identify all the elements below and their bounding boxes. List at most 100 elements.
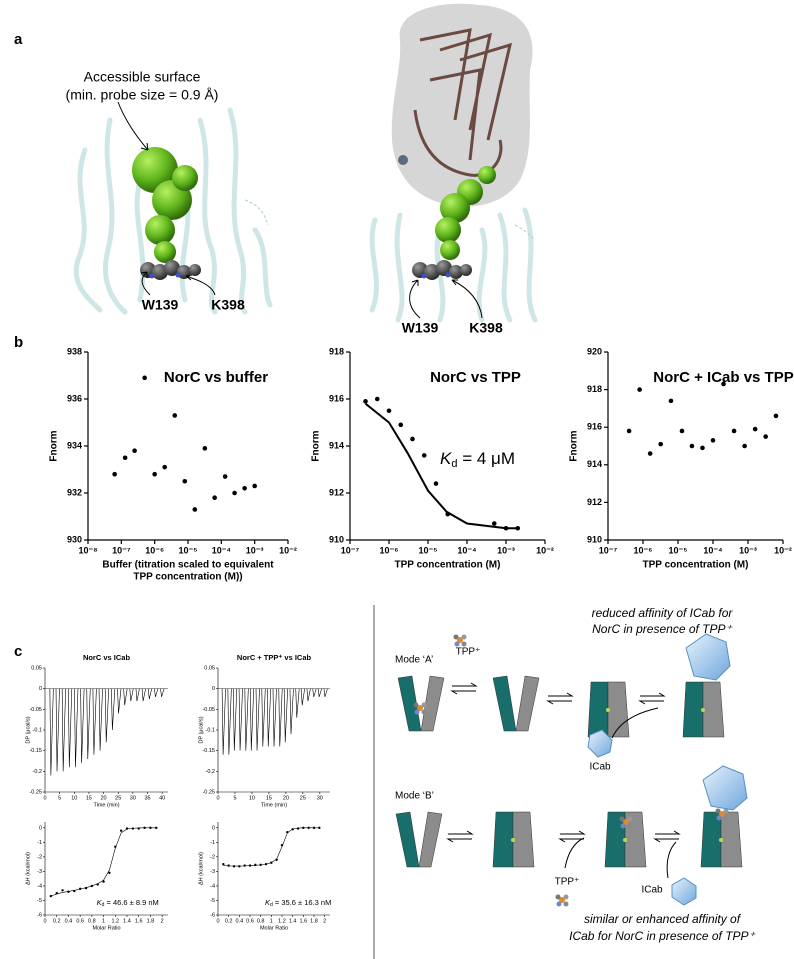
injection-peak — [249, 688, 255, 751]
annotation-subscript: d — [451, 458, 457, 470]
data-point — [243, 864, 246, 867]
mode-note: reduced affinity of ICab for — [592, 606, 734, 620]
chart-title: NorC + TPP⁺ vs ICab — [237, 653, 312, 662]
x-tick-label: 10⁻⁸ — [78, 545, 97, 555]
data-point — [122, 455, 128, 461]
injection-peak — [141, 688, 146, 702]
residue-label: K398 — [211, 297, 245, 313]
data-point — [386, 408, 392, 414]
y-tick-label: 0 — [39, 825, 42, 831]
y-tick-label: -2 — [210, 854, 215, 860]
data-point — [78, 887, 82, 891]
data-point — [232, 865, 236, 868]
injection-peak — [238, 688, 243, 751]
annotation-symbol: K — [97, 898, 103, 907]
x-tick-label: 10⁻⁶ — [634, 545, 653, 555]
data-point — [291, 828, 294, 831]
y-tick-label: -0.15 — [29, 748, 42, 754]
data-point — [67, 890, 70, 893]
data-point — [182, 478, 188, 484]
x-tick-label: 1.6 — [300, 918, 308, 924]
injection-peak — [104, 688, 110, 743]
data-point — [374, 396, 380, 402]
data-point — [248, 864, 252, 867]
y-axis-label: ΔH (kcal/mol) — [25, 852, 31, 885]
x-tick-label: 0 — [216, 918, 219, 924]
data-point — [73, 889, 76, 893]
mode-note: ICab for NorC in presence of TPP⁺ — [569, 929, 756, 943]
x-tick-label: 1 — [270, 918, 273, 924]
x-tick-label: 10⁻⁵ — [179, 545, 198, 555]
residue-label: W139 — [402, 320, 439, 336]
y-tick-label: -0.25 — [202, 789, 215, 795]
chart-title: NorC vs TPP — [430, 369, 521, 386]
y-tick-label: -0.1 — [206, 727, 215, 733]
x-tick-label: 30 — [130, 795, 136, 801]
pointer-arrow — [451, 279, 483, 319]
transporter — [682, 681, 725, 738]
data-point — [312, 826, 316, 830]
x-axis-label: Buffer (titration scaled to equivalent — [102, 560, 274, 571]
y-tick-label: 914 — [587, 459, 602, 469]
data-point — [61, 889, 64, 892]
x-tick-label: 10⁻³ — [246, 545, 264, 555]
data-point — [668, 398, 674, 404]
x-tick-label: 25 — [115, 795, 121, 801]
data-point — [227, 864, 230, 867]
data-point — [721, 381, 726, 387]
x-axis-label: Molar Ratio — [260, 925, 288, 931]
x-tick-label: 20 — [283, 795, 289, 801]
transporter — [587, 681, 630, 738]
equilibrium-arrow — [547, 692, 573, 705]
y-tick-label: 936 — [67, 393, 82, 403]
transporter — [700, 811, 743, 868]
tpp-molecule — [555, 894, 569, 907]
y-tick-label: 0.05 — [31, 665, 42, 671]
structure-left — [73, 107, 273, 315]
data-point — [307, 826, 310, 830]
data-point — [318, 826, 321, 830]
data-point — [752, 426, 758, 432]
data-point — [192, 507, 198, 512]
annotation: Kd = 46.6 ± 8.9 nM — [97, 898, 159, 908]
data-point — [270, 861, 273, 864]
injection-peak — [283, 688, 288, 743]
x-tick-label: 0.4 — [65, 918, 73, 924]
y-tick-label: -0.15 — [202, 748, 215, 754]
fit-line — [50, 827, 157, 897]
y-tick-label: -1 — [37, 840, 42, 846]
injection-peak — [232, 688, 238, 751]
annotation: Kd = 4 μM — [440, 449, 515, 469]
x-tick-label: 10⁻⁷ — [599, 545, 618, 555]
x-tick-label: 0 — [216, 795, 219, 801]
equilibrium-arrow — [451, 682, 477, 695]
pointer-arrow — [117, 101, 149, 151]
y-tick-label: -6 — [37, 912, 42, 918]
data-point — [626, 428, 632, 434]
data-point — [125, 827, 129, 830]
tpp-label: TPP⁺ — [555, 877, 580, 888]
injection-peak — [221, 688, 226, 755]
x-tick-label: 1.2 — [111, 918, 119, 924]
annotation-text: = 4 μM — [457, 449, 515, 468]
pointer-arrow — [409, 279, 421, 319]
data-point — [491, 521, 497, 526]
fit-line — [364, 402, 518, 530]
data-point — [275, 858, 278, 861]
data-point — [647, 451, 653, 456]
data-point — [162, 464, 168, 470]
annotation-subscript: d — [270, 902, 273, 908]
x-tick-label: 10 — [249, 795, 255, 801]
x-axis-label: Time (min) — [261, 802, 287, 808]
data-point — [710, 438, 716, 443]
x-tick-label: 10⁻³ — [739, 545, 757, 555]
data-point — [137, 827, 140, 830]
y-tick-label: -0.05 — [202, 707, 215, 713]
fit-line — [223, 827, 320, 867]
x-tick-label: 0.2 — [225, 918, 233, 924]
chart-title: NorC + ICab vs TPP — [653, 369, 793, 386]
injection-peak — [123, 688, 128, 706]
residue-label: W139 — [142, 297, 179, 313]
y-tick-label: 932 — [67, 487, 82, 497]
